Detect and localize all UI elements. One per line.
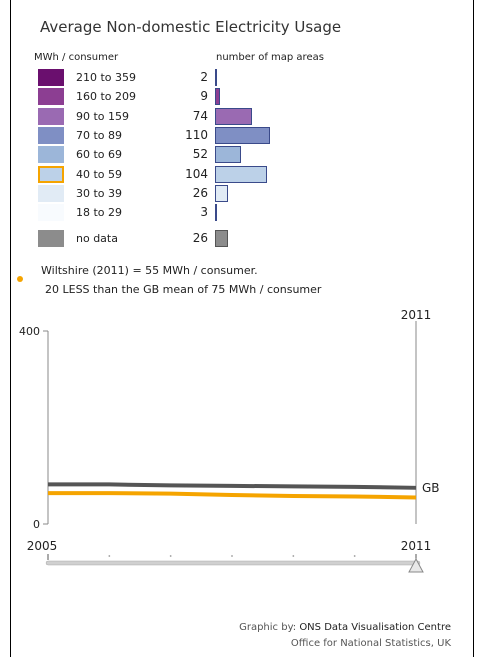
- legend-swatch[interactable]: [38, 204, 64, 222]
- y-tick-label: 400: [19, 325, 40, 338]
- legend-count-bar: [215, 204, 217, 222]
- legend-count-bar: [215, 230, 228, 247]
- legend-range-label: 60 to 69: [76, 148, 123, 162]
- legend-header-areas: number of map areas: [216, 52, 324, 63]
- x-tick-label: 2005: [27, 539, 58, 553]
- x-tick-dot: [353, 555, 356, 557]
- legend-count-label: 26: [192, 231, 208, 245]
- time-series-chart: 400 0 2011 GB 2005 2011: [19, 308, 440, 573]
- x-tick-label: 2011: [401, 539, 432, 553]
- legend-count-label: 9: [200, 89, 208, 104]
- legend-range-label: 30 to 39: [76, 186, 123, 200]
- series-line-area: [48, 491, 417, 500]
- legend-swatch[interactable]: [38, 146, 64, 164]
- timeline-slider-track[interactable]: [45, 560, 421, 566]
- legend-header-mwh: MWh / consumer: [34, 52, 119, 63]
- legend-range-label: 40 to 59: [76, 167, 123, 181]
- legend-range-label: 210 to 359: [76, 71, 137, 84]
- legend-count-label: 3: [200, 205, 208, 220]
- y-tick-label: 0: [33, 518, 40, 531]
- legend-count-bar: [215, 165, 267, 183]
- x-tick-dot: [108, 555, 111, 557]
- legend-swatch[interactable]: [38, 88, 64, 106]
- legend-count-bar: [215, 88, 220, 106]
- credit-org: ONS Data Visualisation Centre: [299, 622, 451, 633]
- legend-count-label: 26: [192, 185, 208, 200]
- credit-office: Office for National Statistics, UK: [290, 638, 451, 649]
- legend-swatch[interactable]: [38, 184, 64, 202]
- selected-area-marker-icon: [17, 276, 23, 282]
- legend-range-label: 18 to 29: [76, 206, 123, 220]
- legend-swatch[interactable]: [38, 126, 64, 144]
- legend-count-label: 2: [200, 70, 208, 84]
- legend-swatch[interactable]: [38, 69, 64, 86]
- legend-count-bar: [215, 146, 241, 164]
- legend-count-label: 74: [192, 108, 208, 123]
- x-tick-dot: [292, 555, 295, 557]
- legend-count-label: 104: [185, 166, 208, 181]
- legend-count-bar: [215, 184, 228, 202]
- x-tick-dot: [231, 555, 233, 557]
- legend-range-label: 160 to 209: [76, 90, 137, 104]
- legend-swatch-no-data[interactable]: [38, 230, 64, 247]
- credit-prefix: Graphic by:: [239, 622, 300, 633]
- legend-count-label: 52: [192, 147, 208, 162]
- series-line-gb: [48, 482, 417, 490]
- series-label: GB: [422, 481, 440, 495]
- page-title: Average Non-domestic Electricity Usage: [40, 18, 342, 36]
- legend-swatch[interactable]: [38, 165, 64, 183]
- area-value-text: Wiltshire (2011) = 55 MWh / consumer.: [41, 264, 258, 277]
- legend-count-bar: [215, 107, 252, 125]
- selected-year-label: 2011: [401, 308, 432, 322]
- legend-count-label: 110: [185, 127, 208, 142]
- area-comparison-text: 20 LESS than the GB mean of 75 MWh / con…: [45, 283, 322, 296]
- graphic-frame: [10, 0, 474, 657]
- credit-line: Graphic by: ONS Data Visualisation Centr…: [239, 622, 451, 633]
- legend-swatch[interactable]: [38, 107, 64, 125]
- x-tick-dot: [169, 555, 172, 557]
- timeline-slider-handle[interactable]: [408, 557, 424, 573]
- legend-no-data-label: no data: [76, 232, 118, 245]
- legend-count-bar: [215, 69, 217, 86]
- legend-count-bar: [215, 126, 270, 144]
- legend-range-label: 90 to 159: [76, 109, 130, 123]
- legend-range-label: 70 to 89: [76, 128, 123, 142]
